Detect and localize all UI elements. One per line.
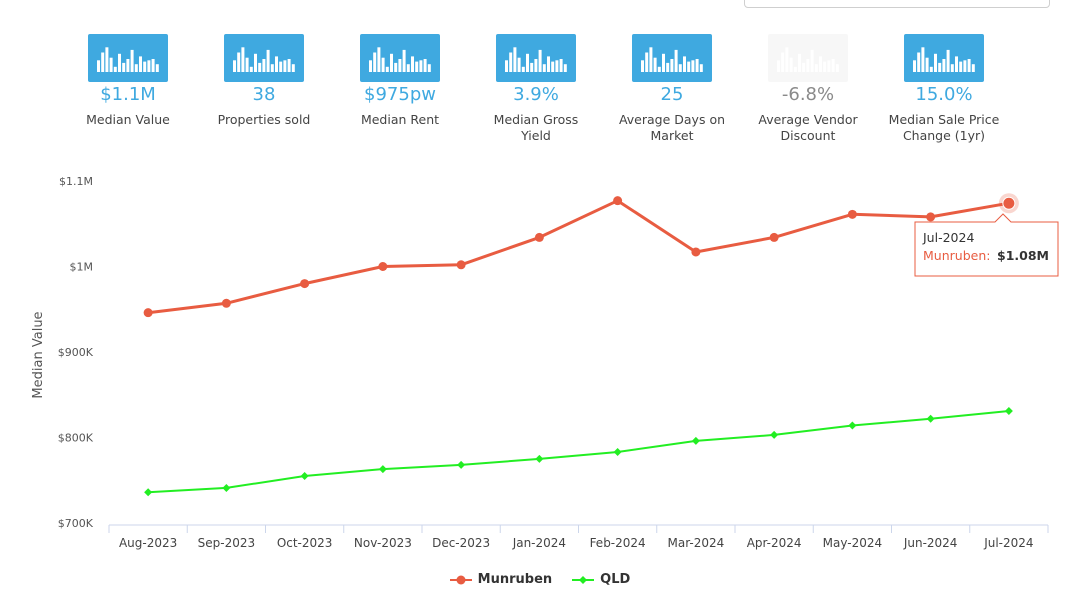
x-tick-label: Aug-2023 [119, 536, 177, 550]
stat-label: Properties sold [196, 112, 332, 128]
bar-chart-icon [496, 34, 576, 82]
y-tick-label: $800K [58, 432, 94, 445]
hover-point [1002, 196, 1016, 210]
stat-label-line: Median Rent [360, 112, 440, 127]
qld-point [300, 471, 309, 480]
x-tick-label: Nov-2023 [354, 536, 412, 550]
qld-point [848, 421, 857, 430]
munruben-point [534, 232, 544, 242]
stat-value: -6.8% [781, 84, 835, 105]
y-tick-label: $1M [70, 261, 94, 274]
legend-item-qld[interactable]: QLD [572, 572, 630, 587]
stat-label: Median Value [60, 112, 196, 128]
x-tick-label: Mar-2024 [668, 536, 725, 550]
stat-label: Median Rent [332, 112, 468, 128]
tooltip-category: Jul-2024 [922, 230, 974, 245]
stat-label: Average Vendor Discount [740, 112, 876, 144]
qld-point [613, 448, 622, 457]
stat-value: 38 [252, 84, 276, 105]
stat-label-line: Average Vendor [758, 112, 858, 127]
series-line-qld [148, 410, 1009, 494]
stat-label-line: Average Days on [618, 112, 726, 127]
stat-label-line: Median Sale Price [888, 112, 1000, 127]
stat-value: $975pw [364, 84, 436, 105]
chart-legend: Munruben QLD [0, 572, 1080, 590]
x-tick-label: Jul-2024 [983, 536, 1033, 550]
stat-card: 25 Average Days on Market [604, 34, 740, 144]
bar-chart-icon [360, 34, 440, 82]
stat-label: Median Sale Price Change (1yr) [876, 112, 1012, 144]
tooltip-series-label: Munruben: [923, 248, 990, 263]
stat-card: $975pw Median Rent [332, 34, 468, 128]
median-value-chart: $700K $800K $900K $1M $1.1M Median Value Aug-2… [31, 175, 1059, 550]
y-tick-label: $900K [58, 346, 94, 359]
stat-label-line: Median Value [86, 112, 170, 127]
stat-card: $1.1M Median Value [60, 34, 196, 128]
stat-label: Median Gross Yield [468, 112, 604, 144]
qld-point [144, 488, 153, 497]
legend-label: Munruben [477, 572, 553, 587]
stat-label-line: Discount [780, 128, 836, 143]
stat-value: 15.0% [915, 84, 973, 105]
munruben-point [691, 247, 701, 257]
qld-point [926, 414, 935, 423]
y-axis-title: Median Value [31, 311, 46, 398]
x-tick-label: Jun-2024 [903, 536, 958, 550]
stat-label-line: Change (1yr) [902, 128, 986, 143]
stat-value: 3.9% [513, 84, 559, 105]
x-tick-label: Oct-2023 [277, 536, 333, 550]
qld-point [535, 454, 544, 463]
qld-point [378, 465, 387, 474]
stat-value: $1.1M [100, 84, 156, 105]
qld-point [691, 436, 700, 445]
x-tick-label: Sep-2023 [198, 536, 256, 550]
tooltip-value: $1.08M [997, 248, 1049, 263]
bar-chart-icon [88, 34, 168, 82]
qld-point [1004, 406, 1013, 415]
stat-label-line: Market [650, 128, 694, 143]
tooltip-box [914, 213, 1059, 277]
munruben-point [926, 212, 936, 222]
x-tick-label: Apr-2024 [747, 536, 802, 550]
x-tick-label: Jan-2024 [512, 536, 566, 550]
x-tick-label: May-2024 [823, 536, 882, 550]
stat-card: 3.9% Median Gross Yield [468, 34, 604, 144]
munruben-point [300, 279, 310, 289]
munruben-point [847, 209, 857, 219]
bar-chart-icon [224, 34, 304, 82]
x-tick-label: Feb-2024 [590, 536, 646, 550]
munruben-point [143, 308, 153, 318]
search-box[interactable] [744, 0, 1050, 8]
diamond-marker-icon [572, 575, 595, 584]
qld-point [770, 430, 779, 439]
stat-label: Average Days on Market [604, 112, 740, 144]
munruben-point [378, 262, 388, 271]
qld-point [222, 483, 231, 492]
x-tick-label: Dec-2023 [432, 536, 490, 550]
qld-point [457, 460, 466, 469]
stat-card: 38 Properties sold [196, 34, 332, 128]
legend-label: QLD [600, 572, 631, 587]
stat-card: 15.0% Median Sale Price Change (1yr) [876, 34, 1012, 144]
circle-marker-icon [449, 575, 472, 584]
munruben-point [456, 260, 466, 270]
munruben-point [769, 232, 779, 242]
bar-chart-icon [768, 34, 848, 82]
stat-card: -6.8% Average Vendor Discount [740, 34, 876, 144]
bar-chart-icon [904, 34, 984, 82]
legend-item-munruben[interactable]: Munruben [449, 572, 553, 587]
stats-row: $1.1M Median Value 38 Properties sold $975pw… [0, 0, 1080, 160]
stat-value: 25 [660, 84, 684, 105]
munruben-point [221, 298, 231, 308]
stat-label-line: Median Gross [493, 112, 579, 127]
munruben-point [613, 196, 623, 206]
bar-chart-icon [632, 34, 712, 82]
stat-label-line: Yield [521, 128, 551, 143]
stat-label-line: Properties sold [217, 112, 311, 127]
y-tick-label: $700K [58, 517, 94, 530]
series-line-munruben [147, 199, 1010, 315]
y-tick-label: $1.1M [59, 175, 93, 188]
